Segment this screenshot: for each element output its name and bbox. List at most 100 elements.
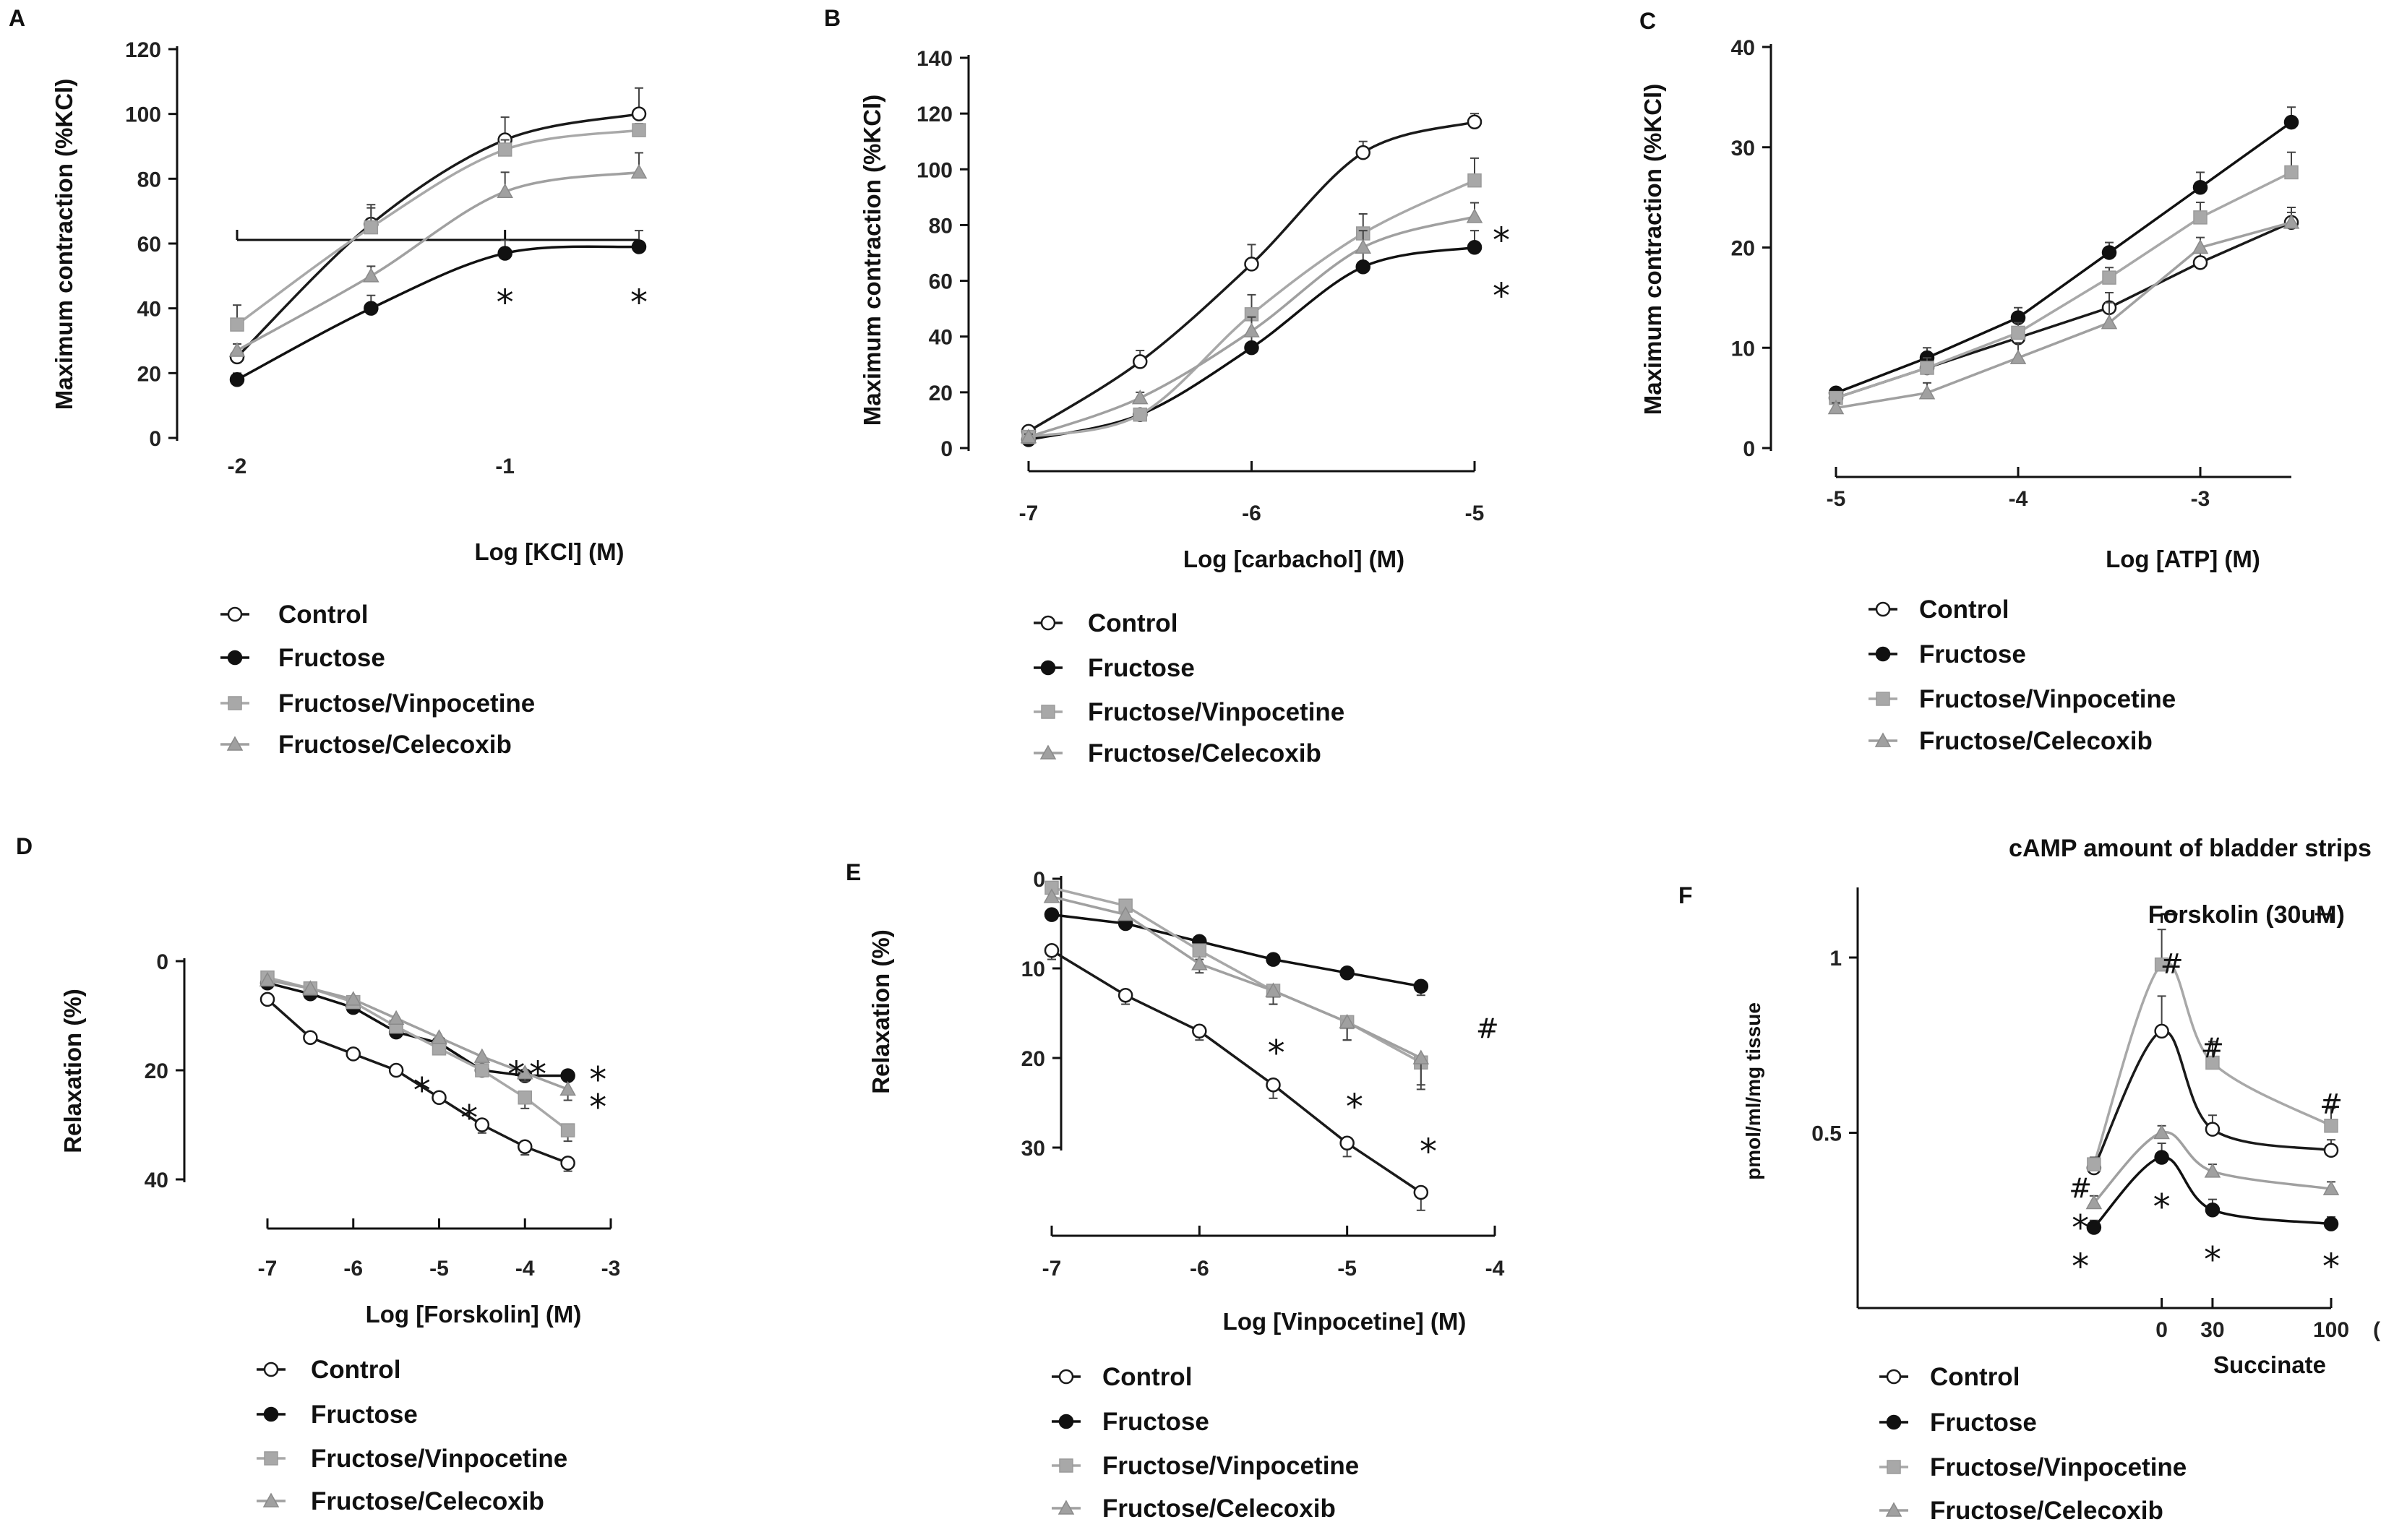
- legend-item-fructose: Fructose: [1869, 640, 2026, 668]
- data-point-fructose-celecoxib: [1918, 384, 1936, 400]
- legend-item-fructose-vinpocetine: Fructose/Vinpocetine: [1034, 698, 1344, 726]
- y-tick-label: 30: [1731, 137, 1755, 160]
- panel-letter-f: F: [1678, 882, 1693, 908]
- y-tick-label: 100: [125, 103, 161, 127]
- data-point-fructose-vinpocetine: [2011, 325, 2025, 340]
- legend-marker: [1058, 1414, 1074, 1429]
- legend-marker: [1876, 692, 1890, 706]
- x-tick-label: -5: [1827, 487, 1846, 511]
- data-point-control: [2323, 1143, 2339, 1158]
- legend-label: Fructose/Vinpocetine: [1088, 698, 1344, 726]
- series-line-control: [1051, 949, 1422, 1194]
- data-point-control: [1133, 354, 1148, 369]
- y-axis-label: Maximum contraction (%KCl): [1639, 84, 1666, 415]
- series-control: [2086, 995, 2339, 1176]
- x-tick-label: -5: [1337, 1257, 1357, 1281]
- x-axis-label: Log [Forskolin] (M): [366, 1301, 582, 1328]
- panel-c: C 0 10 20 30 40 -5 -4 -3 Log [ATP] (M) Maximum con…: [1639, 8, 2300, 755]
- y-tick-label: 20: [1731, 237, 1755, 261]
- data-point-fructose: [2192, 180, 2208, 195]
- legend-item-fructose: Fructose: [257, 1401, 418, 1429]
- data-point-control: [1266, 1077, 1281, 1093]
- x-tick-label: -5: [1465, 502, 1485, 525]
- x-axis-label: Log [Vinpocetine] (M): [1223, 1308, 1467, 1335]
- data-point-control: [1192, 1023, 1207, 1039]
- data-point-fructose-vinpocetine: [632, 123, 646, 137]
- data-point-fructose-celecoxib: [345, 991, 362, 1006]
- series-fructose-celecoxib: [2085, 1124, 2340, 1210]
- panel-letter-c: C: [1639, 8, 1656, 34]
- legend-item-control: Control: [257, 1356, 400, 1384]
- data-point-fructose-celecoxib: [497, 183, 513, 199]
- data-point-control: [1044, 942, 1060, 958]
- data-point-fructose-vinpocetine: [2087, 1157, 2101, 1171]
- legend-item-fructose: Fructose: [1879, 1408, 2037, 1437]
- x-axis-label: Log [KCl] (M): [474, 538, 624, 565]
- legend-item-control: Control: [1879, 1363, 2020, 1391]
- legend-label: Fructose/Vinpocetine: [311, 1445, 567, 1473]
- y-axis-label: Maximum contraction (%KCl): [51, 79, 77, 410]
- y-tick-label: 20: [1021, 1047, 1045, 1071]
- series-fructose-celecoxib: [259, 971, 576, 1101]
- series-fructose: [1044, 907, 1429, 997]
- y-axis-label: pmol/ml/mg tissue: [1742, 1002, 1764, 1180]
- series-control: [1044, 942, 1429, 1211]
- series-line-control: [2093, 1030, 2332, 1169]
- x-tick-label: -4: [1485, 1257, 1505, 1281]
- x-tick-label: 30: [2200, 1318, 2224, 1342]
- significance-asterisk: *: [589, 1087, 606, 1127]
- legend-marker: [226, 736, 244, 751]
- legend-marker: [1886, 1369, 1902, 1385]
- y-tick-label: 40: [137, 298, 161, 322]
- data-point-fructose-vinpocetine: [475, 1063, 489, 1077]
- significance-asterisk: *: [2153, 1187, 2171, 1228]
- data-point-control: [388, 1062, 404, 1078]
- data-point-control: [631, 106, 647, 121]
- legend-marker: [1886, 1414, 1902, 1430]
- y-tick-label: 20: [929, 382, 953, 405]
- legend-label: Fructose/Celecoxib: [278, 731, 512, 759]
- series-line-control: [1835, 221, 2292, 400]
- legend-marker: [1040, 660, 1056, 676]
- data-point-fructose-celecoxib: [387, 1010, 405, 1025]
- data-point-fructose: [1413, 978, 1429, 994]
- data-point-fructose-celecoxib: [473, 1048, 491, 1063]
- legend-marker: [1887, 1460, 1901, 1474]
- legend-label: Fructose: [1088, 654, 1195, 682]
- data-point-fructose-vinpocetine: [2193, 210, 2208, 225]
- significance-asterisk: *: [2072, 1208, 2089, 1249]
- data-point-fructose: [1266, 952, 1281, 967]
- series-line-fructose: [1835, 121, 2293, 395]
- legend-label: Control: [1919, 595, 2009, 624]
- y-tick-label: 20: [137, 362, 161, 386]
- data-point-fructose: [1339, 965, 1355, 981]
- data-point-fructose-celecoxib: [302, 980, 319, 995]
- legend-label: Fructose: [278, 644, 385, 672]
- data-point-fructose-celecoxib: [2322, 1180, 2340, 1195]
- y-tick-label: 0: [156, 950, 168, 974]
- data-point-fructose: [497, 246, 512, 261]
- legend-marker: [262, 1492, 280, 1507]
- legend-marker: [1874, 732, 1892, 747]
- legend-item-fructose: Fructose: [220, 644, 385, 672]
- legend-item-control: Control: [1869, 595, 2009, 624]
- series-fructose-vinpocetine: [1021, 157, 1482, 444]
- series-fructose-vinpocetine: [2087, 929, 2338, 1171]
- data-point-control: [1467, 114, 1483, 129]
- significance-asterisk: *: [413, 1071, 431, 1111]
- legend-item-fructose-celecoxib: Fructose/Celecoxib: [257, 1487, 544, 1515]
- x-tick-label: -6: [1190, 1257, 1209, 1281]
- data-point-fructose-celecoxib: [1117, 906, 1134, 921]
- y-tick-label: 80: [137, 168, 161, 192]
- data-point-fructose-vinpocetine: [2205, 1055, 2220, 1070]
- data-point-control: [1355, 145, 1370, 160]
- series-fructose: [1828, 106, 2299, 400]
- data-point-fructose-celecoxib: [1020, 429, 1037, 444]
- legend-label: Fructose/Celecoxib: [311, 1487, 544, 1515]
- data-point-fructose-celecoxib: [1355, 238, 1372, 254]
- data-point-fructose: [1355, 259, 1370, 275]
- data-point-fructose-celecoxib: [1265, 982, 1282, 997]
- data-point-fructose-celecoxib: [1339, 1013, 1355, 1029]
- data-point-fructose: [560, 1068, 575, 1083]
- series-line-fructose-celecoxib: [236, 171, 640, 352]
